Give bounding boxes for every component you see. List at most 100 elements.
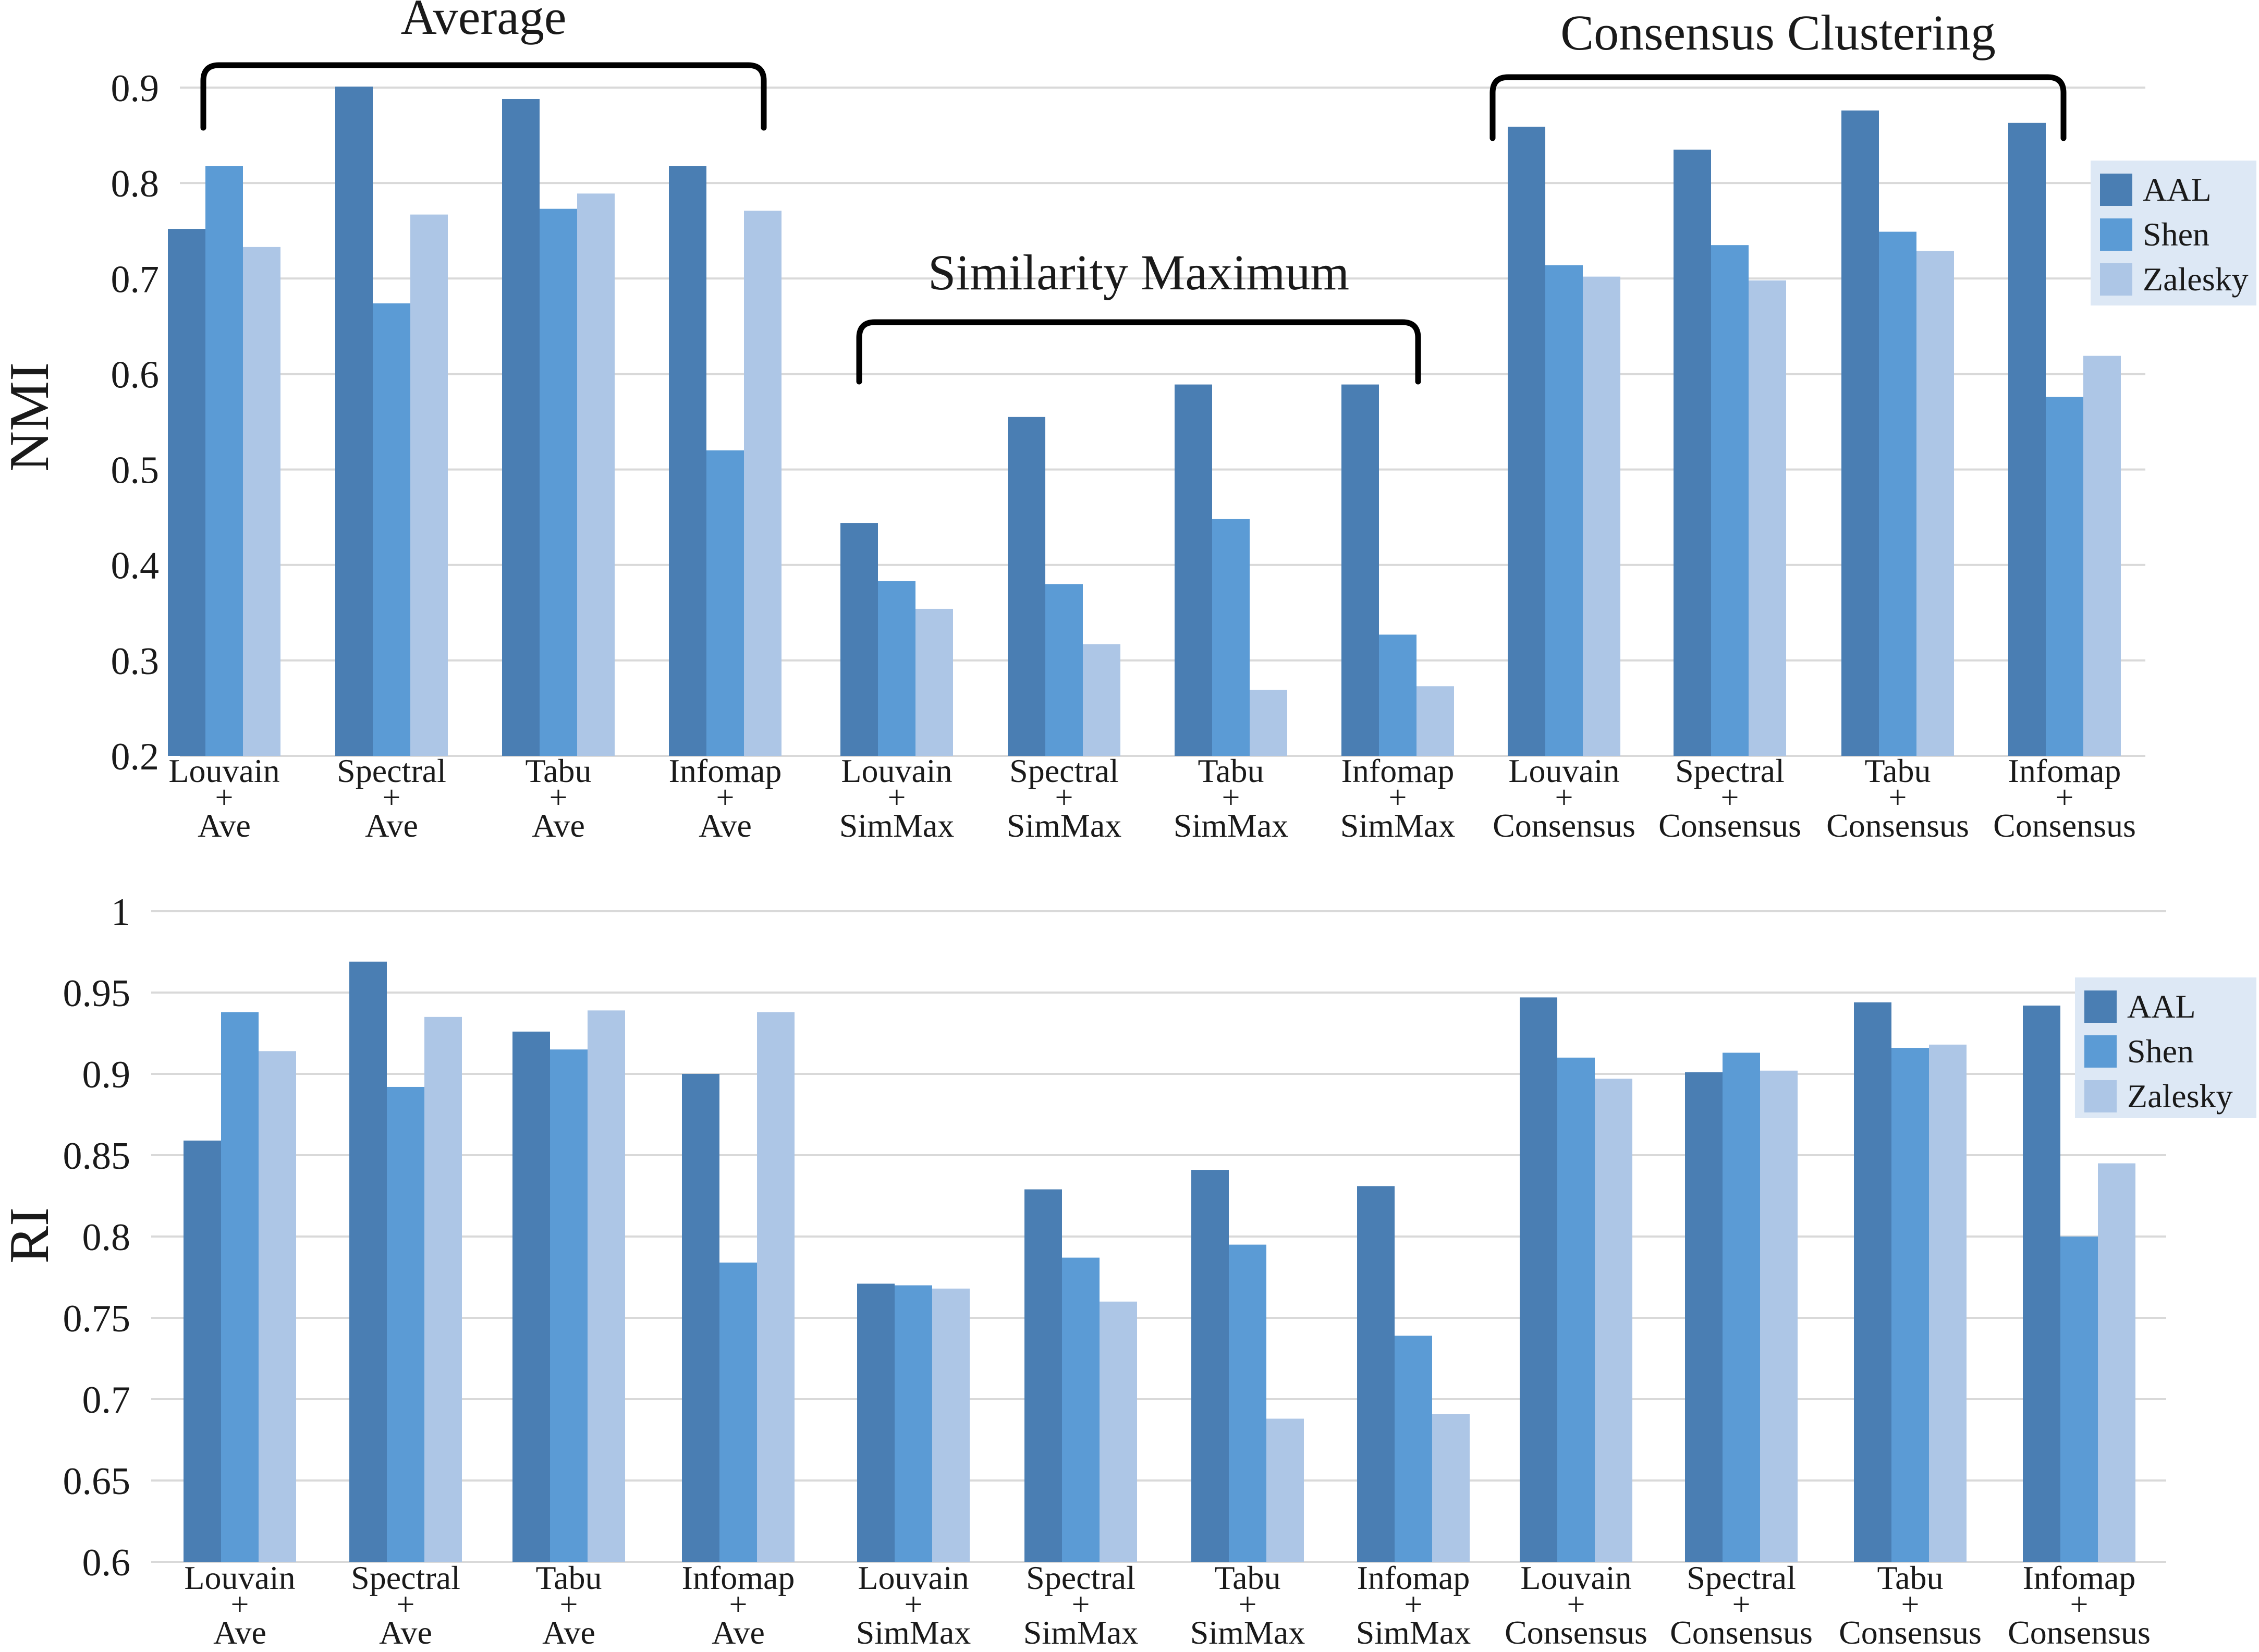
group-annotation-label: Consensus Clustering: [1560, 5, 1996, 60]
bar-shen: [1557, 1057, 1595, 1562]
legend-label: AAL: [2143, 171, 2212, 208]
y-tick-label: 0.8: [111, 163, 160, 205]
bar-aal: [1341, 384, 1379, 756]
x-tick-label: Spectral+SimMax: [1023, 1559, 1138, 1651]
bar-shen: [550, 1049, 588, 1562]
x-tick-label-line: +: [1055, 780, 1073, 815]
y-axis: 0.6 0.65 0.7 0.75 0.8 0.85 0.9 0.95 1: [63, 891, 2166, 1584]
x-tick-label-line: Tabu: [1214, 1559, 1280, 1596]
x-tick-label-line: SimMax: [1356, 1614, 1471, 1651]
x-tick-label-line: Consensus: [1493, 807, 1635, 844]
x-tick-label-line: Ave: [365, 807, 418, 844]
x-tick-label-line: Consensus: [1670, 1614, 1813, 1651]
bar-shen: [221, 1012, 259, 1562]
x-tick-label-line: +: [550, 780, 568, 815]
bar-zalesky: [1760, 1070, 1798, 1562]
bar-shen: [387, 1086, 424, 1562]
bar-shen: [2060, 1237, 2098, 1562]
x-tick-label-line: Spectral: [1009, 752, 1119, 789]
x-tick-label: Infomap+Ave: [669, 752, 782, 844]
bar-shen: [205, 166, 243, 756]
bar-shen: [706, 450, 744, 756]
bar-shen: [1229, 1244, 1266, 1562]
bar-aal: [502, 99, 540, 756]
legend-swatch: [2100, 218, 2132, 251]
x-tick-label-line: Spectral: [1687, 1559, 1796, 1596]
chart-panel-1: 0.20.30.40.50.60.70.80.9NMILouvain+AveSp…: [0, 0, 2256, 844]
legend-swatch: [2100, 174, 2132, 206]
x-tick-label-line: +: [716, 780, 735, 815]
bar-zalesky: [1595, 1079, 1632, 1562]
x-tick-label-line: SimMax: [1340, 807, 1455, 844]
bar-zalesky: [1583, 276, 1620, 756]
x-tick-label-line: Ave: [542, 1614, 595, 1651]
x-tick-label: Spectral+Consensus: [1658, 752, 1801, 844]
y-tick-label: 0.2: [111, 736, 160, 778]
bar-aal: [669, 166, 706, 756]
x-tick-label: Louvain+SimMax: [839, 752, 954, 844]
x-tick-label-line: +: [1389, 780, 1407, 815]
x-tick-label: Spectral+Consensus: [1670, 1559, 1813, 1651]
bar-aal: [335, 87, 373, 756]
x-tick-label: Infomap+Consensus: [2008, 1559, 2151, 1651]
x-tick-label-line: +: [1721, 780, 1739, 815]
x-tick-label: Louvain+SimMax: [856, 1559, 971, 1651]
legend-label: Zalesky: [2143, 261, 2249, 298]
x-tick-label-line: +: [231, 1587, 249, 1622]
x-tick-label-line: +: [1732, 1587, 1751, 1622]
x-tick-label: Tabu+SimMax: [1190, 1559, 1305, 1651]
bar-zalesky: [932, 1288, 970, 1562]
x-tick-label: Infomap+Ave: [682, 1559, 795, 1651]
x-tick-label-line: +: [2056, 780, 2074, 815]
bar-zalesky: [744, 211, 782, 756]
bar-shen: [1395, 1336, 1432, 1562]
bar-shen: [540, 209, 577, 756]
y-tick-label: 1: [111, 891, 130, 934]
bar-zalesky: [1266, 1418, 1304, 1562]
bracket: [200, 62, 767, 131]
x-tick-label-line: Consensus: [2008, 1614, 2151, 1651]
x-tick-label-line: +: [397, 1587, 415, 1622]
bars: [168, 87, 2121, 756]
x-tick-label-line: +: [729, 1587, 748, 1622]
bar-zalesky: [1250, 690, 1287, 756]
x-tick-label-line: +: [1555, 780, 1573, 815]
bar-aal: [2008, 123, 2046, 756]
group-annotation-label: Similarity Maximum: [928, 244, 1349, 300]
y-tick-label: 0.85: [63, 1135, 131, 1178]
bar-aal: [1854, 1002, 1891, 1562]
bar-zalesky: [410, 214, 448, 756]
bar-zalesky: [1916, 251, 1954, 756]
bar-zalesky: [1929, 1044, 1967, 1562]
x-tick-label-line: Spectral: [351, 1559, 460, 1596]
y-axis-title: NMI: [0, 362, 60, 472]
x-tick-label-line: +: [560, 1587, 578, 1622]
bar-shen: [719, 1262, 757, 1562]
x-tick-label: Tabu+Ave: [535, 1559, 602, 1651]
y-tick-label: 0.95: [63, 972, 131, 1015]
x-tick-label-line: Ave: [712, 1614, 765, 1651]
x-tick-label-line: Infomap: [1341, 752, 1455, 789]
x-tick-label: Tabu+SimMax: [1174, 752, 1288, 844]
bar-zalesky: [1083, 644, 1120, 756]
bar-aal: [1191, 1170, 1229, 1562]
x-tick-label-line: Ave: [213, 1614, 266, 1651]
bar-aal: [857, 1283, 895, 1562]
bar-aal: [1674, 150, 1711, 756]
bar-zalesky: [2098, 1163, 2135, 1562]
x-tick-label-line: Consensus: [1993, 807, 2136, 844]
x-tick-label-line: Spectral: [337, 752, 446, 789]
legend-swatch: [2084, 1035, 2117, 1068]
x-tick-label-line: Infomap: [682, 1559, 795, 1596]
bar-shen: [878, 581, 915, 756]
x-tick-label-line: Consensus: [1826, 807, 1969, 844]
bar-zalesky: [757, 1012, 795, 1562]
bar-aal: [512, 1031, 550, 1562]
x-tick-label-line: Tabu: [535, 1559, 602, 1596]
y-tick-label: 0.75: [63, 1298, 131, 1340]
x-tick-label: Louvain+Consensus: [1493, 752, 1635, 844]
x-tick-label-line: Consensus: [1658, 807, 1801, 844]
x-tick-label-line: +: [383, 780, 401, 815]
x-tick-label-line: Tabu: [1198, 752, 1264, 789]
bar-shen: [1545, 265, 1583, 756]
